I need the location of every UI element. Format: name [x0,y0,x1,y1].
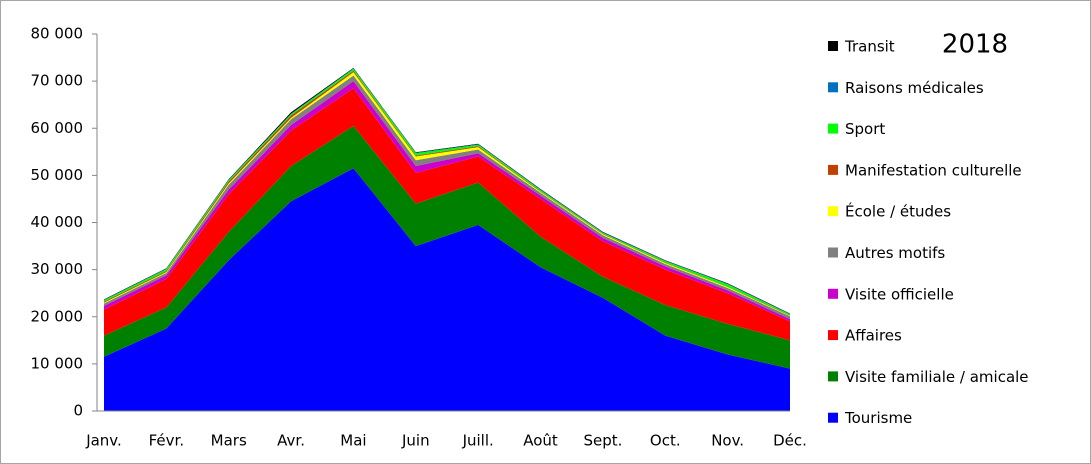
area [104,88,790,341]
legend-label: Affaires [845,327,902,345]
legend-swatch [828,164,838,175]
legend-label: Raisons médicales [845,79,984,97]
x-tick-label: Nov. [711,432,744,450]
legend-label: Transit [844,38,895,56]
legend-label: Autres motifs [845,244,945,262]
area [104,75,790,320]
x-tick-label: Mars [211,432,247,450]
legend-swatch [828,206,838,217]
x-tick-label: Mai [340,432,366,450]
y-tick-label: 20 000 [31,307,84,325]
area [104,67,790,314]
area [104,81,790,322]
y-tick-label: 0 [73,402,83,420]
x-tick-label: Juin [401,432,430,450]
legend-swatch [828,330,838,341]
legend-label: Sport [845,120,885,138]
x-tick-label: Oct. [650,432,681,450]
legend-swatch [828,82,838,93]
x-tick-label: Janv. [85,432,122,450]
x-tick-label: Août [523,432,558,450]
y-tick-label: 30 000 [31,260,84,278]
area [104,168,790,411]
y-tick-label: 10 000 [31,354,84,372]
legend-swatch [828,371,838,382]
legend-label: Visite familiale / amicale [845,368,1029,386]
legend-label: Tourisme [844,409,912,427]
x-tick-label: Avr. [277,432,305,450]
legend-label: École / études [845,202,951,221]
legend-swatch [828,412,838,423]
y-tick-label: 40 000 [31,213,84,231]
x-tick-label: Déc. [773,432,807,450]
y-tick-label: 80 000 [31,25,84,43]
x-tick-label: Juill. [462,432,494,450]
chart-title: 2018 [942,30,1008,60]
legend-swatch [828,288,838,299]
area [104,125,790,369]
y-tick-label: 60 000 [31,119,84,137]
y-tick-label: 70 000 [31,72,84,90]
legend-label: Manifestation culturelle [845,161,1022,179]
y-tick-label: 50 000 [31,166,84,184]
legend-swatch [828,41,838,51]
x-tick-label: Sept. [583,432,622,450]
legend-swatch [828,123,838,134]
legend-label: Visite officielle [845,285,954,303]
x-tick-label: Févr. [149,432,184,450]
legend-swatch [828,247,838,258]
